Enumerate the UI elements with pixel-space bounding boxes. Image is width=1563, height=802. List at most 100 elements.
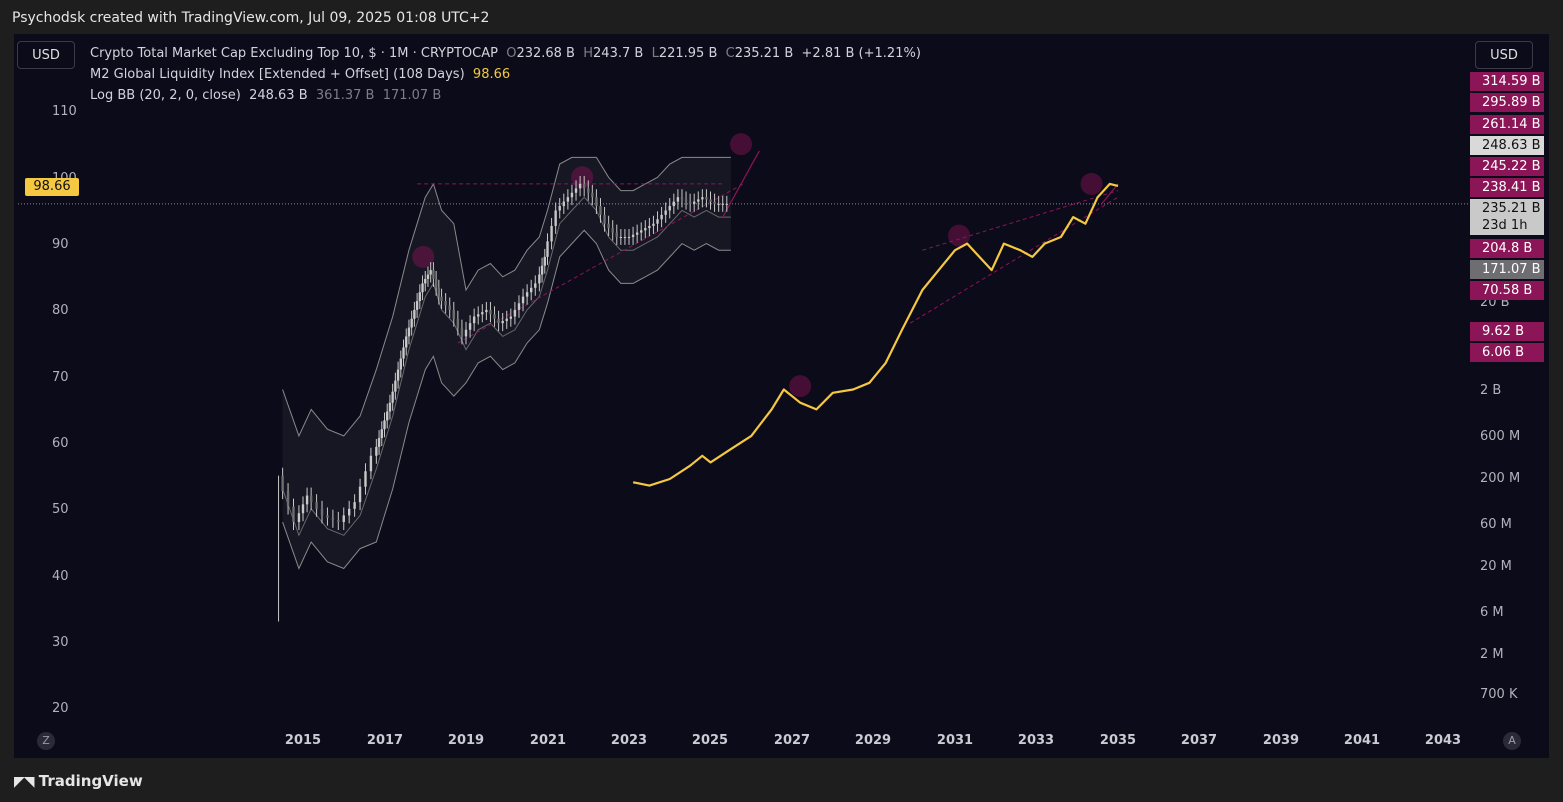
legend-bb[interactable]: Log BB (20, 2, 0, close) 248.63 B 361.37… [90,88,441,103]
candle-body [448,305,451,310]
currency-button-left[interactable]: USD [17,41,75,69]
candle-body [603,214,606,224]
price-label: 245.22 B [1470,157,1544,176]
candle-body [493,314,496,319]
candle-body [684,199,688,202]
candle-body [554,210,557,226]
left-axis-label: 30 [52,635,69,650]
current-price-value: 235.21 B [1482,201,1541,216]
market-cap-candles [278,175,728,622]
auto-scale-z-button[interactable]: Z [37,732,55,750]
candle-countdown: 23d 1h [1482,218,1528,233]
candle-body [501,320,504,324]
projection-arrow [722,150,760,218]
candle-body [644,228,647,231]
legend-c-value: 235.21 B [734,46,794,61]
candle-body [380,429,383,439]
candle-body [413,309,416,319]
candle-body [383,420,386,430]
price-label: 6.06 B [1470,343,1544,362]
legend-main[interactable]: Crypto Total Market Cap Excluding Top 10… [90,46,921,61]
x-axis-label: 2021 [529,733,567,748]
candle-body [468,323,472,330]
candle-body [444,301,447,306]
candle-body [402,347,405,359]
candle-body [377,438,381,447]
candle-body [485,309,488,313]
legend-main-title: Crypto Total Market Cap Excluding Top 10… [90,46,498,61]
price-label: 70.58 B [1470,281,1544,300]
candle-body [566,197,570,202]
candle-body [705,197,708,200]
x-axis-label: 2017 [366,733,404,748]
candle-body [725,203,728,205]
x-axis-label: 2037 [1180,733,1218,748]
chart-panel[interactable] [14,34,1549,758]
peak-marker [948,224,971,247]
candle-body [709,199,712,202]
x-axis-label: 2029 [854,733,892,748]
candle-body [497,318,500,324]
candle-body [546,241,549,257]
price-label: 204.8 B [1470,239,1544,258]
x-axis-label: 2019 [447,733,485,748]
candle-body [358,486,362,503]
candle-body [353,502,356,509]
candle-body [477,314,480,317]
tradingview-logo[interactable]: ◤◥ TradingView [14,772,143,790]
candle-body [615,232,618,237]
currency-button-right[interactable]: USD [1475,41,1533,69]
m2-liquidity-line [632,182,1119,487]
m2-trend-line [909,196,1119,324]
left-axis-label: 90 [52,237,69,252]
candle-body [582,183,586,189]
candle-body [570,192,574,198]
price-label: 314.59 B [1470,72,1544,91]
bb-fill [282,157,731,569]
x-axis-label: 2015 [284,733,322,748]
candle-body [648,225,651,229]
candle-body [672,201,676,207]
x-axis-label: 2027 [773,733,811,748]
left-axis-label: 80 [52,303,69,318]
price-label-current: 235.21 B 23d 1h [1470,199,1544,235]
candle-body [619,236,623,238]
candle-body [591,192,594,198]
legend-h-value: 243.7 B [593,46,644,61]
price-label: 261.14 B [1470,115,1544,134]
candle-body [309,495,313,503]
candle-body [607,223,610,229]
legend-m2[interactable]: M2 Global Liquidity Index [Extended + Of… [90,67,510,82]
candle-body [369,455,373,472]
candle-body [664,210,667,215]
candle-body [697,199,700,202]
left-axis-label: 20 [52,701,69,716]
candle-body [680,197,684,200]
candle-body [320,508,324,516]
m2-line-layer [632,182,1119,487]
m2-trend-line [922,190,1119,251]
right-axis-label: 200 M [1480,471,1521,486]
candle-body [432,270,435,279]
peak-marker [571,166,594,189]
right-axis-label: 60 M [1480,517,1512,532]
x-axis-label: 2039 [1262,733,1300,748]
candle-body [676,197,680,202]
legend-m2-value: 98.66 [472,67,511,82]
candle-body [315,502,318,509]
candle-body [281,475,284,492]
candle-body [437,287,441,297]
peak-marker [412,245,435,268]
auto-scale-a-button[interactable]: A [1503,732,1521,750]
candle-body [440,296,443,302]
candle-body [668,206,671,211]
candle-body [424,278,427,284]
candle-body [347,508,351,516]
price-label: 295.89 B [1470,93,1544,112]
legend-h-label: H [583,46,594,61]
candle-body [434,278,438,288]
x-axis-label: 2023 [610,733,648,748]
annotations-layer [412,133,1119,398]
candle-body [337,519,340,523]
